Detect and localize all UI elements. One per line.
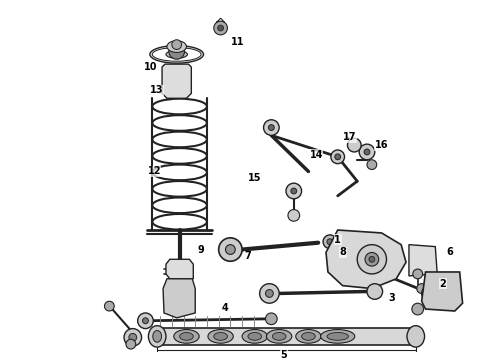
Ellipse shape bbox=[320, 329, 355, 343]
Circle shape bbox=[413, 269, 422, 279]
Circle shape bbox=[417, 284, 426, 293]
Circle shape bbox=[172, 40, 182, 49]
Text: 17: 17 bbox=[343, 132, 356, 142]
Text: 1: 1 bbox=[334, 235, 341, 245]
Circle shape bbox=[124, 329, 142, 346]
Circle shape bbox=[266, 289, 273, 297]
Circle shape bbox=[367, 284, 383, 299]
Text: 11: 11 bbox=[231, 37, 245, 47]
Ellipse shape bbox=[180, 333, 193, 340]
Circle shape bbox=[323, 235, 337, 248]
Circle shape bbox=[367, 160, 377, 170]
Ellipse shape bbox=[153, 330, 162, 342]
Ellipse shape bbox=[174, 329, 199, 343]
Text: 12: 12 bbox=[147, 166, 161, 176]
Ellipse shape bbox=[242, 329, 268, 343]
Ellipse shape bbox=[267, 329, 292, 343]
Circle shape bbox=[169, 44, 185, 59]
Text: 14: 14 bbox=[310, 150, 323, 160]
Circle shape bbox=[365, 252, 379, 266]
Ellipse shape bbox=[296, 329, 321, 343]
Circle shape bbox=[335, 154, 341, 160]
Circle shape bbox=[225, 245, 235, 255]
Text: 13: 13 bbox=[150, 85, 164, 95]
Ellipse shape bbox=[148, 326, 166, 347]
Circle shape bbox=[219, 238, 242, 261]
Text: 10: 10 bbox=[144, 62, 157, 72]
Text: 8: 8 bbox=[339, 247, 346, 257]
Circle shape bbox=[412, 303, 423, 315]
Ellipse shape bbox=[166, 50, 188, 58]
Circle shape bbox=[357, 245, 387, 274]
Circle shape bbox=[266, 313, 277, 325]
Ellipse shape bbox=[272, 333, 286, 340]
Ellipse shape bbox=[407, 326, 424, 347]
Polygon shape bbox=[157, 328, 416, 345]
Text: 2: 2 bbox=[440, 279, 446, 289]
Ellipse shape bbox=[150, 46, 203, 63]
Text: 15: 15 bbox=[248, 173, 262, 183]
Ellipse shape bbox=[208, 329, 233, 343]
Circle shape bbox=[359, 144, 375, 160]
Ellipse shape bbox=[327, 333, 348, 340]
Circle shape bbox=[138, 313, 153, 329]
Polygon shape bbox=[326, 230, 406, 289]
Text: 4: 4 bbox=[222, 303, 229, 313]
Circle shape bbox=[264, 120, 279, 135]
Circle shape bbox=[291, 188, 297, 194]
Polygon shape bbox=[421, 272, 463, 311]
Text: 7: 7 bbox=[245, 251, 251, 261]
Circle shape bbox=[126, 339, 136, 349]
Circle shape bbox=[260, 284, 279, 303]
Ellipse shape bbox=[248, 333, 262, 340]
Polygon shape bbox=[162, 64, 191, 98]
Circle shape bbox=[288, 210, 300, 221]
Circle shape bbox=[129, 333, 137, 341]
Circle shape bbox=[327, 239, 333, 245]
Ellipse shape bbox=[167, 41, 187, 53]
Polygon shape bbox=[409, 245, 437, 276]
Circle shape bbox=[347, 138, 361, 152]
Polygon shape bbox=[166, 259, 193, 279]
Circle shape bbox=[218, 25, 223, 31]
Circle shape bbox=[364, 149, 370, 155]
Polygon shape bbox=[163, 279, 195, 318]
Ellipse shape bbox=[302, 333, 315, 340]
Circle shape bbox=[269, 125, 274, 130]
Circle shape bbox=[143, 318, 148, 324]
Circle shape bbox=[286, 183, 302, 199]
Text: 3: 3 bbox=[388, 293, 395, 303]
Text: 5: 5 bbox=[281, 350, 288, 360]
Circle shape bbox=[104, 301, 114, 311]
Text: 9: 9 bbox=[197, 244, 204, 255]
Text: 16: 16 bbox=[375, 140, 389, 150]
Circle shape bbox=[369, 256, 375, 262]
Ellipse shape bbox=[152, 48, 201, 61]
Circle shape bbox=[331, 150, 344, 164]
Text: 6: 6 bbox=[446, 247, 453, 257]
Ellipse shape bbox=[214, 333, 227, 340]
Circle shape bbox=[421, 287, 435, 300]
Circle shape bbox=[214, 21, 227, 35]
